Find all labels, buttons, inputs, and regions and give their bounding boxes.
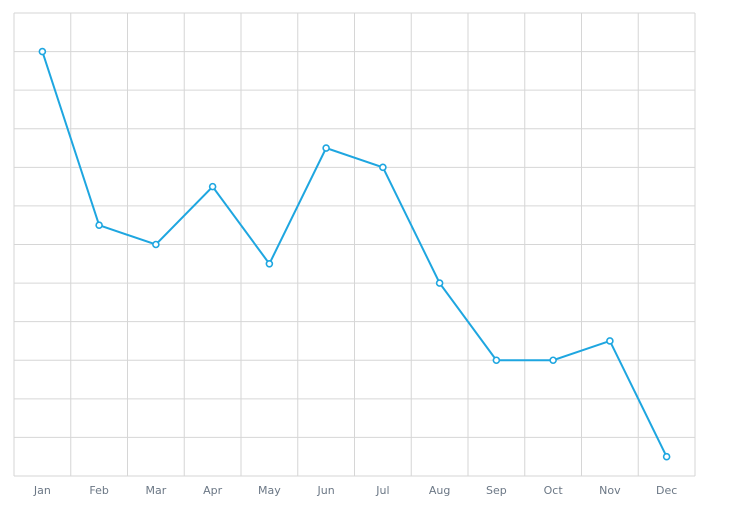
point — [379, 163, 387, 172]
point — [435, 279, 444, 287]
point — [492, 356, 501, 365]
point — [322, 144, 330, 152]
x-tick-label: Jun — [317, 484, 335, 497]
x-tick-label: Jul — [375, 484, 389, 497]
x-tick-label: Aug — [429, 484, 450, 497]
x-tick-label: Dec — [656, 484, 677, 497]
point — [662, 452, 671, 461]
x-tick-label: Mar — [145, 484, 166, 497]
x-tick-label: Sep — [486, 484, 507, 497]
x-tick-label: Nov — [599, 484, 621, 497]
point — [606, 337, 614, 345]
point — [38, 47, 47, 56]
x-tick-label: Jan — [33, 484, 51, 497]
point — [95, 221, 103, 230]
x-tick-label: Feb — [89, 484, 108, 497]
point — [549, 356, 557, 365]
x-tick-label: May — [258, 484, 281, 497]
line — [41, 51, 668, 458]
x-tick-label: Apr — [203, 484, 223, 497]
point — [152, 240, 160, 249]
point — [265, 259, 274, 268]
point — [208, 182, 217, 191]
x-tick-label: Oct — [544, 484, 564, 497]
